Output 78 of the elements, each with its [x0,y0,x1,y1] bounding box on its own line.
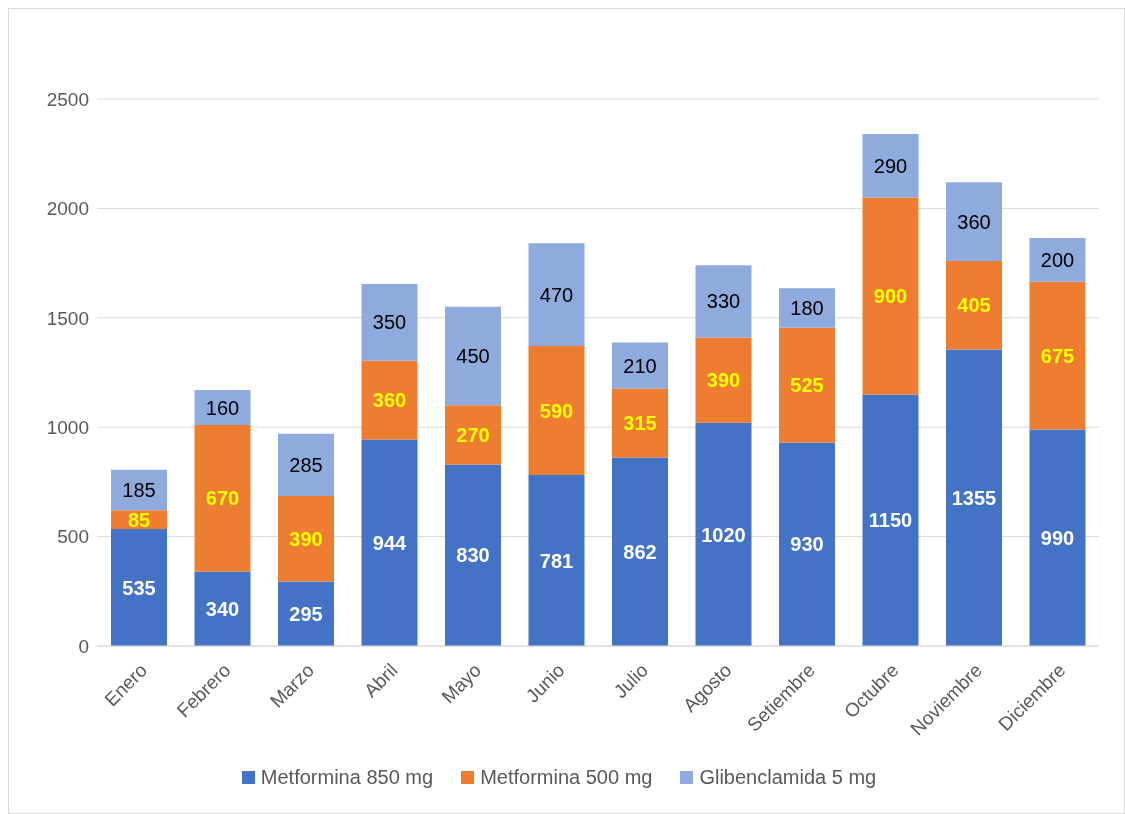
data-label: 210 [623,354,657,377]
bar [779,327,835,443]
bar [445,464,501,646]
bar [1029,281,1086,430]
data-label: 1150 [868,509,913,532]
data-label: 944 [372,531,408,554]
data-label: 1020 [701,523,746,546]
y-tick-label: 0 [78,635,89,657]
bar [695,265,752,338]
data-label: 900 [873,285,908,308]
data-label: 350 [372,311,407,334]
bar [695,337,752,423]
data-label: 675 [1040,344,1075,367]
bar [278,581,334,646]
x-tick-label: Julio [609,659,653,702]
data-label: 185 [122,479,156,502]
bar [528,475,585,646]
y-tick-label: 1000 [46,416,89,438]
bar [612,457,668,646]
data-label: 450 [456,345,490,368]
data-label: 330 [706,290,741,313]
bar [946,182,1002,261]
data-label: 405 [957,294,991,317]
y-tick-label: 1500 [46,307,89,329]
bar [1029,237,1086,282]
data-label: 390 [289,527,323,550]
y-tick-label: 500 [57,526,89,548]
data-label: 390 [706,369,741,392]
bar [445,306,501,406]
bar [779,442,835,646]
bar [361,439,418,646]
bar [194,425,251,572]
y-tick-label: 2500 [46,88,89,110]
data-label: 535 [122,576,156,599]
bar [612,388,668,458]
bar [695,422,752,646]
bar [445,405,501,465]
bar [111,528,167,646]
bar [946,260,1002,350]
data-label: 200 [1040,248,1075,271]
data-label: 180 [790,297,824,320]
data-label: 295 [289,602,323,625]
data-label: 340 [205,597,240,620]
data-label: 160 [205,396,240,419]
bar [278,496,334,582]
bar [862,134,919,198]
data-label: 360 [372,389,407,412]
data-label: 670 [205,487,240,510]
bar [1029,429,1086,646]
bar [528,243,585,347]
bar [862,394,919,646]
legend-label: Metformina 850 mg [260,766,434,789]
data-label: 930 [790,533,824,556]
legend-label: Metformina 500 mg [480,766,653,789]
data-label: 830 [456,544,490,567]
bar [278,433,334,497]
data-label: 1355 [951,486,997,509]
data-label: 990 [1040,526,1075,549]
data-label: 781 [539,549,574,572]
data-label: 590 [539,399,574,422]
data-label: 525 [790,374,824,397]
bar [862,197,919,395]
data-label: 85 [127,508,151,531]
data-label: 470 [539,283,574,306]
data-label: 285 [289,454,323,477]
y-tick-label: 2000 [46,198,89,220]
data-label: 862 [623,540,657,563]
bar [779,288,835,328]
data-label: 315 [623,412,657,435]
bar [361,360,418,440]
legend-label: Glibenclamida 5 mg [699,766,877,789]
bar [361,284,418,361]
bar [528,346,585,476]
data-label: 270 [456,423,490,446]
bar [194,571,251,646]
data-label: 290 [873,154,908,177]
data-label: 360 [957,210,991,233]
bar [946,349,1002,646]
